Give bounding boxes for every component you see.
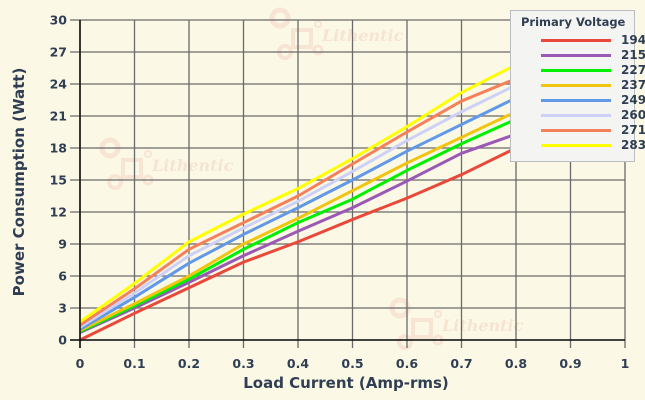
y-tick-label: 9	[58, 237, 67, 252]
series-line-283	[79, 63, 517, 324]
y-axis-ticks: 0 3 6 9 12 15 18 21 24 27 30	[50, 13, 68, 348]
x-tick-label: 0	[76, 356, 85, 371]
axes	[70, 20, 625, 348]
watermark-text: Lithentic	[441, 316, 524, 335]
x-tick-label: 0.2	[178, 356, 200, 371]
legend-swatch	[541, 129, 611, 132]
series-line-249	[79, 96, 517, 331]
watermark-logo: Lithentic	[269, 7, 404, 60]
legend-swatch	[541, 99, 611, 102]
x-tick-label: 0.8	[505, 356, 527, 371]
legend-label: 283	[621, 138, 645, 152]
watermark-logo: Lithentic	[99, 137, 234, 190]
legend-swatch	[541, 69, 611, 72]
y-tick-label: 21	[50, 109, 67, 124]
x-tick-label: 0.6	[396, 356, 418, 371]
y-tick-label: 12	[50, 205, 67, 220]
legend-item-271: 271	[511, 123, 645, 138]
series-line-271	[79, 77, 517, 327]
legend-swatch	[541, 84, 611, 87]
y-tick-label: 15	[50, 173, 67, 188]
legend-item-215: 215	[511, 48, 645, 63]
watermark-text: Lithentic	[151, 156, 234, 175]
legend-title: Primary Voltage	[521, 15, 626, 29]
legend-label: 249	[621, 93, 645, 107]
x-axis-ticks: 0 0.1 0.2 0.3 0.4 0.5 0.6 0.7 0.8 0.9 1	[76, 356, 630, 371]
legend-item-283: 283	[511, 138, 645, 153]
x-tick-label: 0.4	[287, 356, 309, 371]
legend-label: 194	[621, 33, 645, 47]
y-tick-label: 27	[50, 45, 67, 60]
legend-item-227: 227	[511, 63, 645, 78]
series-line-194	[79, 146, 517, 342]
legend-label: 215	[621, 48, 645, 62]
legend: Primary Voltage 194 215 227 237 249 260 271 283	[510, 10, 645, 162]
y-tick-label: 0	[58, 333, 67, 348]
legend-swatch	[541, 144, 611, 147]
x-tick-label: 0.5	[341, 356, 363, 371]
legend-label: 237	[621, 78, 645, 92]
y-tick-label: 30	[50, 13, 68, 28]
y-axis-title: Power Consumption (Watt)	[10, 68, 28, 297]
x-tick-label: 0.3	[232, 356, 254, 371]
legend-swatch	[541, 54, 611, 57]
series-line-215	[79, 132, 517, 334]
y-tick-label: 24	[50, 77, 68, 92]
legend-item-237: 237	[511, 78, 645, 93]
series-line-260	[79, 83, 517, 329]
series-line-237	[79, 110, 517, 332]
watermark-text: Lithentic	[321, 26, 404, 45]
legend-swatch	[541, 114, 611, 117]
legend-item-249: 249	[511, 93, 645, 108]
x-tick-label: 1	[621, 356, 630, 371]
legend-label: 271	[621, 123, 645, 137]
y-tick-label: 6	[58, 269, 67, 284]
y-tick-label: 18	[50, 141, 67, 156]
legend-item-194: 194	[511, 33, 645, 48]
x-tick-label: 0.9	[559, 356, 581, 371]
data-series	[79, 63, 517, 342]
x-tick-label: 0.7	[450, 356, 472, 371]
x-axis-title: Load Current (Amp-rms)	[243, 374, 449, 392]
series-line-227	[79, 117, 517, 333]
legend-label: 227	[621, 63, 645, 77]
legend-label: 260	[621, 108, 645, 122]
x-tick-label: 0.1	[123, 356, 145, 371]
legend-swatch	[541, 39, 611, 42]
y-tick-label: 3	[58, 301, 67, 316]
legend-item-260: 260	[511, 108, 645, 123]
